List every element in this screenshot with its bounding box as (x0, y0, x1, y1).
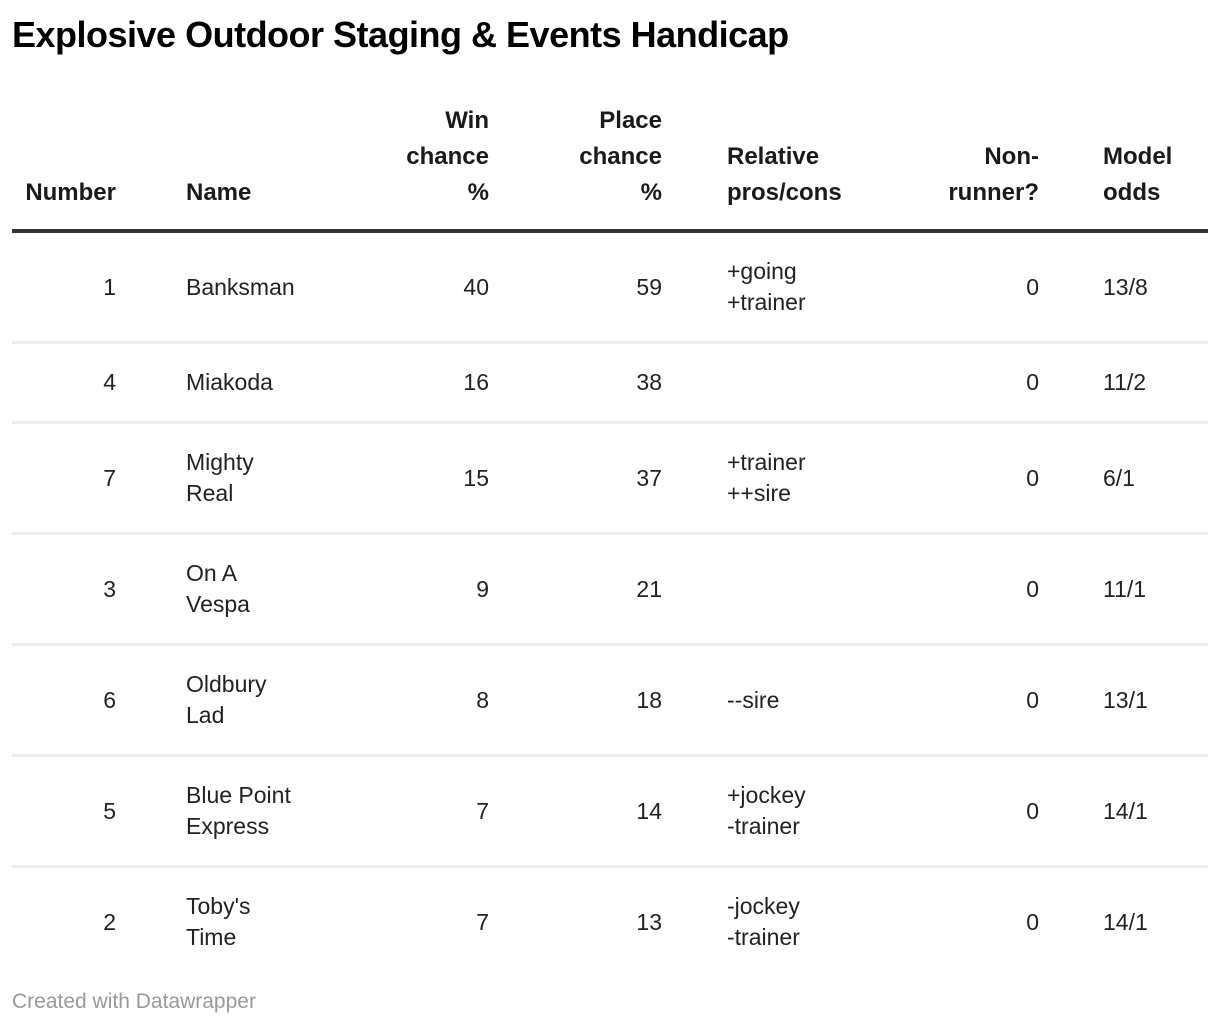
column-header-number: Number (12, 95, 152, 234)
cell-number: 7 (12, 422, 152, 536)
cell-name: Oldbury Lad (152, 644, 360, 758)
cell-pros-cons: +trainer ++sire (663, 422, 940, 536)
cell-name: Toby's Time (186, 893, 251, 951)
cell-non-runner: 0 (940, 231, 1040, 345)
cell-model-odds: 11/2 (1040, 342, 1208, 425)
cell-model-odds: 13/8 (1040, 231, 1208, 345)
cell-non-runner: 0 (940, 342, 1040, 425)
page-title: Explosive Outdoor Staging & Events Handi… (12, 14, 789, 55)
cell-name: Blue Point Express (152, 755, 360, 869)
cell-non-runner: 0 (940, 533, 1040, 647)
table-row: 6 Oldbury Lad 8 18 --sire 0 13/1 (12, 644, 1208, 758)
table-body: 1 Banksman 40 59 +going +trainer 0 13/8 4 Miakod… (12, 231, 1208, 976)
table-row: 4 Miakoda 16 38 0 11/2 (12, 342, 1208, 425)
table-row: 2 Toby's Time 7 13 -jockey -trainer 0 14/1 (12, 867, 1208, 977)
cell-model-odds: 13/1 (1040, 644, 1208, 758)
cell-name: Miakoda (152, 342, 360, 425)
cell-number: 1 (12, 231, 152, 345)
cell-non-runner: 0 (940, 422, 1040, 536)
cell-name: Banksman (152, 231, 360, 345)
table-row: 7 Mighty Real 15 37 +trainer ++sire 0 6/1 (12, 422, 1208, 536)
cell-place-chance: 13 (636, 908, 662, 935)
cell-non-runner: 0 (940, 644, 1040, 758)
cell-number: 6 (12, 644, 152, 758)
datawrapper-credit: Created with Datawrapper (12, 990, 256, 1013)
cell-non-runner: 0 (1026, 908, 1039, 935)
table-header: Number Name Win chance % Place chance % … (12, 95, 1208, 234)
cell-win-chance: 40 (360, 231, 490, 345)
cell-win-chance: 7 (360, 755, 490, 869)
cell-place-chance: 21 (490, 533, 663, 647)
cell-pros-cons: +going +trainer (663, 231, 940, 345)
column-header-non-runner: Non- runner? (940, 95, 1040, 234)
cell-place-chance: 37 (490, 422, 663, 536)
cell-model-odds: 14/1 (1040, 755, 1208, 869)
column-header-pros-cons: Relative pros/cons (663, 95, 940, 234)
handicap-table: Number Name Win chance % Place chance % … (12, 95, 1208, 976)
cell-pros-cons: -jockey -trainer (727, 893, 800, 951)
cell-number: 4 (12, 342, 152, 425)
cell-win-chance: 9 (360, 533, 490, 647)
column-header-name: Name (152, 95, 360, 234)
column-header-place-chance: Place chance % (490, 95, 663, 234)
cell-pros-cons (663, 342, 940, 425)
cell-pros-cons (663, 533, 940, 647)
cell-win-chance: 16 (360, 342, 490, 425)
column-header-win-chance: Win chance % (360, 95, 490, 234)
table-row: 3 On A Vespa 9 21 0 11/1 (12, 533, 1208, 647)
cell-place-chance: 59 (490, 231, 663, 345)
cell-win-chance: 15 (360, 422, 490, 536)
cell-place-chance: 18 (490, 644, 663, 758)
header-row: Number Name Win chance % Place chance % … (12, 95, 1208, 234)
cell-name: On A Vespa (152, 533, 360, 647)
cell-pros-cons: +jockey -trainer (663, 755, 940, 869)
column-header-model-odds: Model odds (1040, 95, 1208, 234)
table-row: 5 Blue Point Express 7 14 +jockey -trainer 0 1… (12, 755, 1208, 869)
cell-win-chance: 7 (476, 908, 489, 935)
cell-name: Mighty Real (152, 422, 360, 536)
cell-model-odds: 14/1 (1103, 908, 1148, 935)
cell-pros-cons: --sire (663, 644, 940, 758)
table-row: 1 Banksman 40 59 +going +trainer 0 13/8 (12, 231, 1208, 345)
cell-non-runner: 0 (940, 755, 1040, 869)
cell-number: 2 (103, 908, 116, 935)
cell-number: 5 (12, 755, 152, 869)
cell-win-chance: 8 (360, 644, 490, 758)
cell-place-chance: 38 (490, 342, 663, 425)
cell-model-odds: 11/1 (1040, 533, 1208, 647)
cell-place-chance: 14 (490, 755, 663, 869)
cell-number: 3 (12, 533, 152, 647)
cell-model-odds: 6/1 (1040, 422, 1208, 536)
